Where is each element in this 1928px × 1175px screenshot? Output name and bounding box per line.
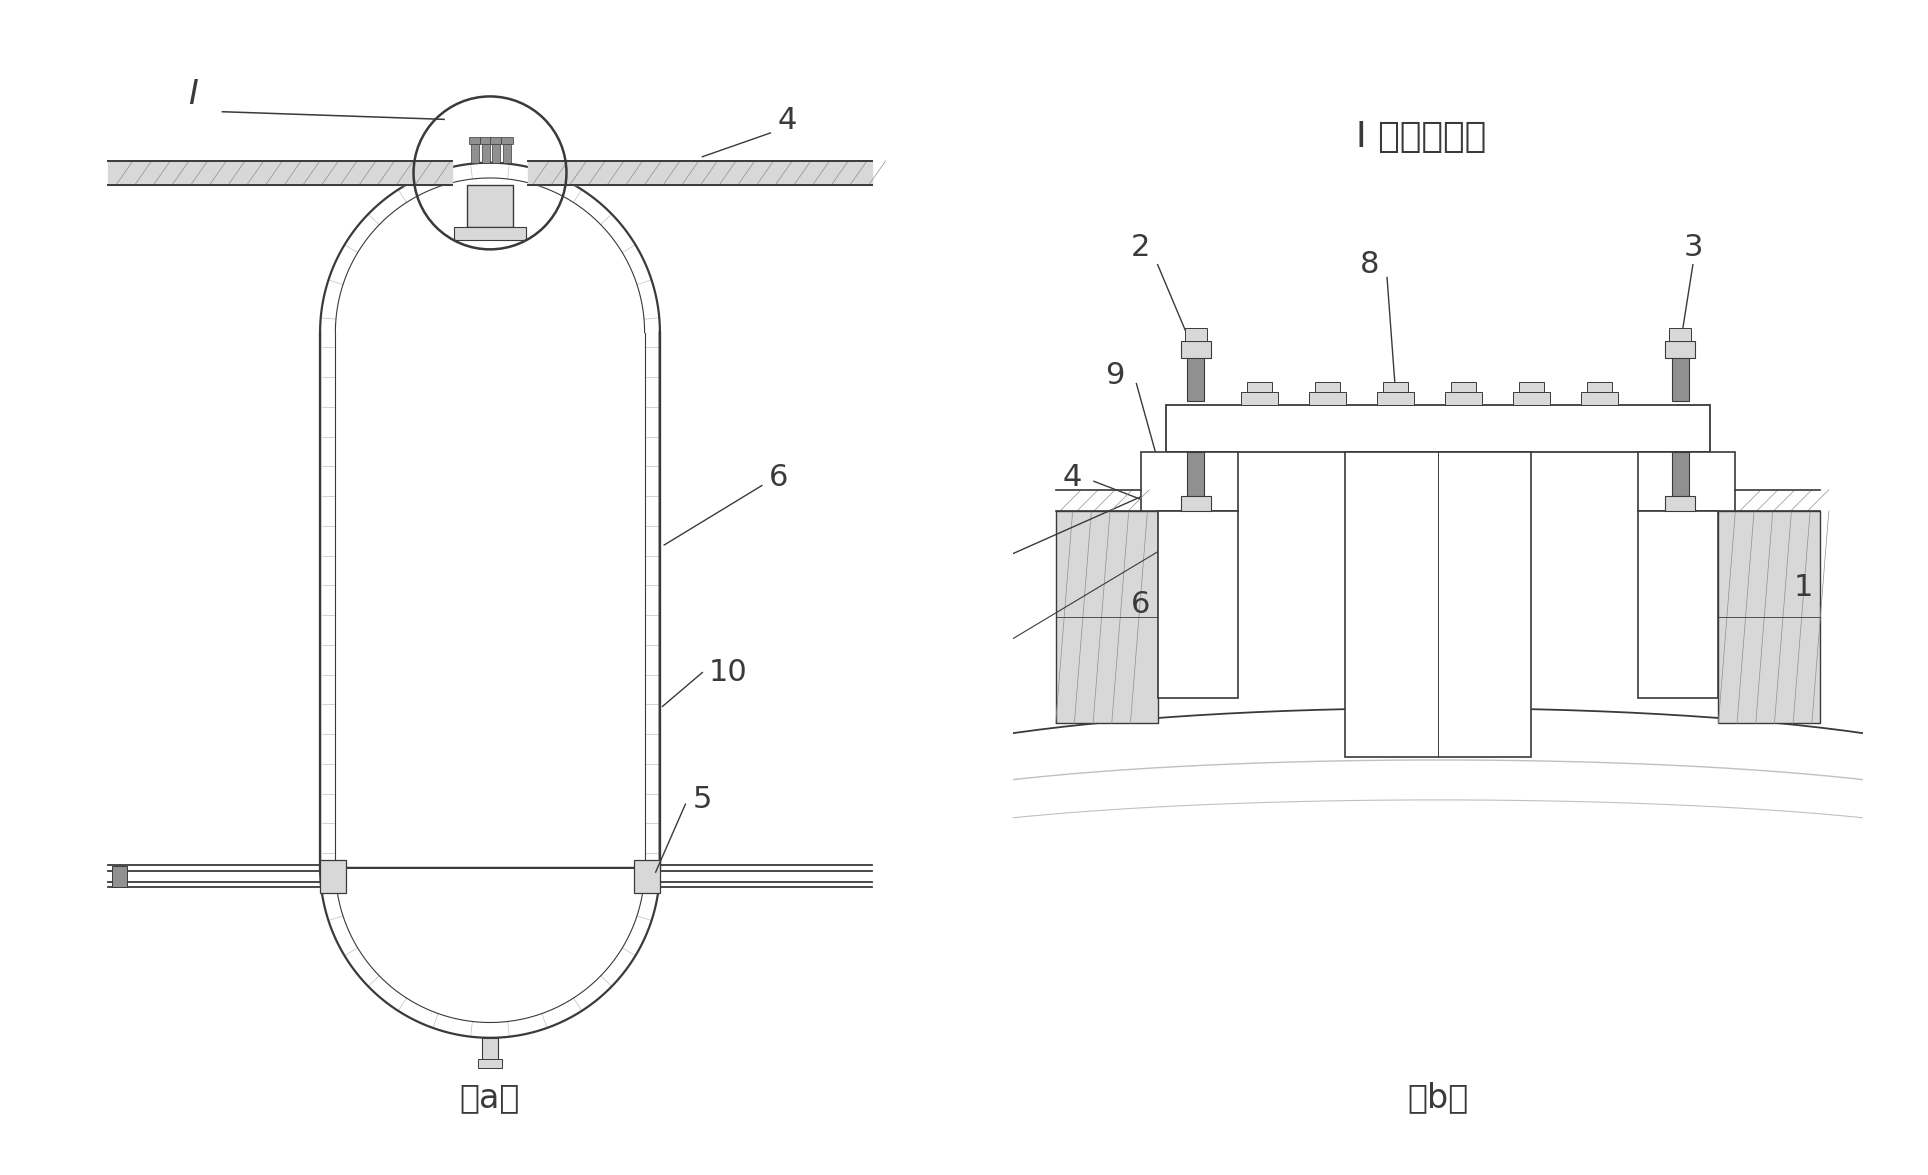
Bar [1450, 382, 1477, 392]
Bar [478, 1059, 501, 1068]
Bar [490, 137, 501, 145]
Bar [1444, 392, 1483, 405]
Bar [501, 137, 513, 145]
Bar [1186, 328, 1207, 341]
Bar [1247, 382, 1272, 392]
Bar [1188, 451, 1205, 498]
Bar [1315, 382, 1340, 392]
Bar [1157, 511, 1238, 698]
Bar [1587, 382, 1612, 392]
Bar [1141, 451, 1238, 511]
Bar [482, 1038, 497, 1061]
Bar [320, 860, 345, 893]
Text: 3: 3 [1683, 233, 1702, 262]
Bar [1666, 496, 1695, 511]
Bar [1242, 392, 1278, 405]
Text: 6: 6 [1132, 590, 1151, 619]
Text: I: I [187, 79, 197, 112]
Polygon shape [108, 161, 451, 184]
Bar [1180, 341, 1211, 358]
Bar [1519, 382, 1544, 392]
Bar [1382, 382, 1407, 392]
Bar [469, 137, 480, 145]
Text: 6: 6 [769, 463, 789, 491]
Bar [1344, 451, 1531, 758]
Polygon shape [320, 162, 659, 1038]
Bar [1581, 392, 1618, 405]
Bar [482, 145, 490, 162]
Polygon shape [528, 161, 871, 184]
Text: 2: 2 [1132, 233, 1151, 262]
Bar [1188, 354, 1205, 401]
Bar [503, 145, 511, 162]
Bar [1637, 451, 1735, 511]
Text: 8: 8 [1361, 250, 1380, 280]
Bar [1718, 511, 1820, 724]
Bar [480, 137, 492, 145]
Bar [1166, 405, 1710, 451]
Bar [453, 227, 526, 240]
Text: 4: 4 [1062, 463, 1082, 491]
Text: （a）: （a） [459, 1081, 521, 1114]
Text: （b）: （b） [1407, 1081, 1469, 1114]
Bar [467, 184, 513, 227]
Bar [112, 866, 127, 887]
Bar [1309, 392, 1346, 405]
Bar [470, 145, 478, 162]
Bar [1672, 451, 1689, 498]
Bar [1180, 496, 1211, 511]
Text: 10: 10 [708, 658, 748, 687]
Bar [1672, 354, 1689, 401]
Text: 9: 9 [1105, 361, 1124, 390]
Bar [1670, 328, 1691, 341]
Bar [1513, 392, 1550, 405]
Text: 1: 1 [1793, 573, 1812, 602]
Bar [1637, 511, 1718, 698]
Bar [634, 860, 659, 893]
Text: I 处局部放大: I 处局部放大 [1355, 120, 1486, 154]
Text: 5: 5 [692, 785, 711, 814]
Bar [492, 145, 499, 162]
Text: 4: 4 [777, 106, 796, 135]
Bar [1666, 341, 1695, 358]
Bar [1377, 392, 1415, 405]
Bar [1057, 511, 1157, 724]
